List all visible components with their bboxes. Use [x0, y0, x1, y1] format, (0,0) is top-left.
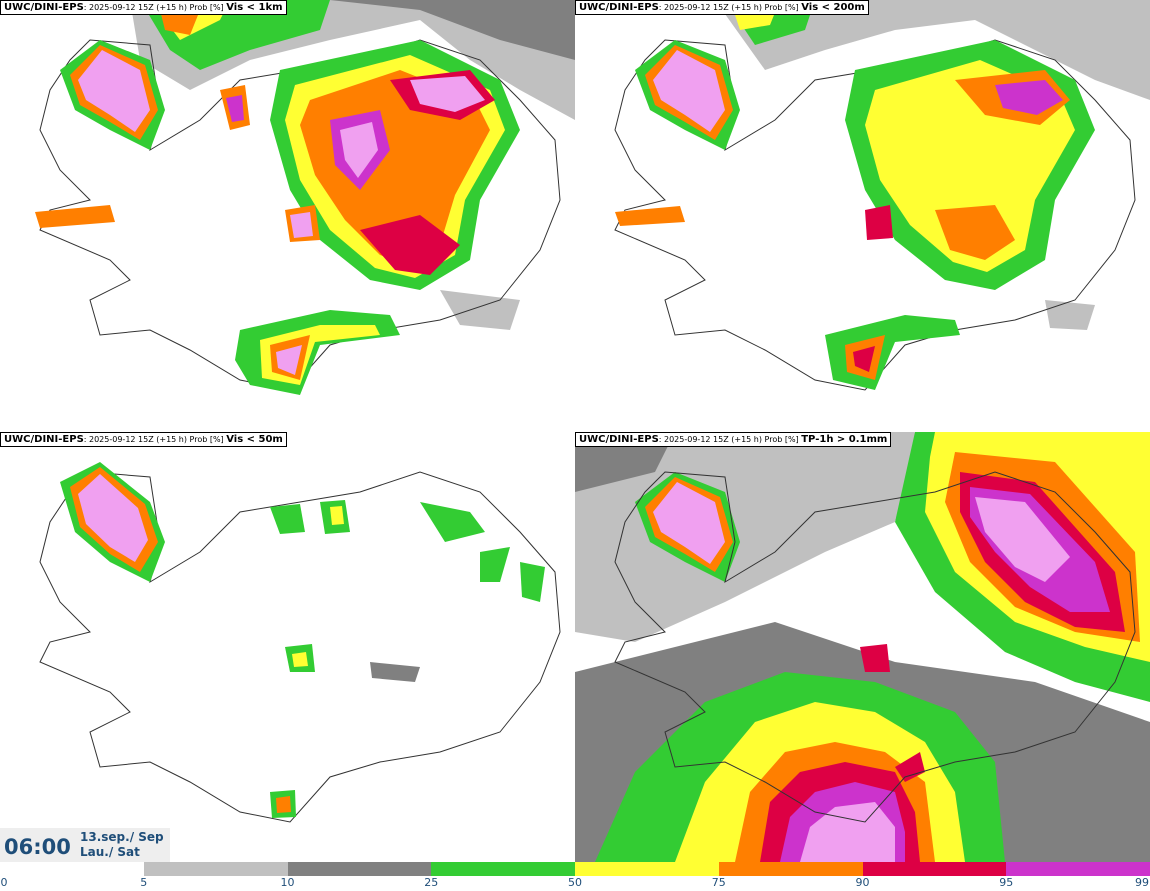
valid-time-box: 06:00 13.sep./ Sep Lau./ Sat — [0, 828, 170, 862]
map-panel-vis-50m: UWC/DINI-EPS: 2025-09-12 15Z (+15 h) Pro… — [0, 432, 575, 862]
colorbar-segment — [143, 862, 288, 876]
probability-map — [614, 0, 1150, 391]
colorbar-segment — [718, 862, 863, 876]
colorbar-segment — [0, 862, 144, 876]
colorbar-tick-label: 90 — [855, 876, 870, 889]
valid-date-text: 13.sep./ Sep — [80, 830, 164, 844]
colorbar-tick-label: 0 — [0, 876, 8, 889]
panel-title: UWC/DINI-EPS: 2025-09-12 15Z (+15 h) Pro… — [575, 432, 892, 447]
probability-map — [575, 432, 1150, 862]
valid-date: 13.sep./ Sep Lau./ Sat — [80, 830, 164, 860]
colorbar-segment — [287, 862, 432, 876]
map-panel-vis-200m: UWC/DINI-EPS: 2025-09-12 15Z (+15 h) Pro… — [575, 0, 1150, 430]
colorbar-tick-label: 10 — [280, 876, 295, 889]
panel-title: UWC/DINI-EPS: 2025-09-12 15Z (+15 h) Pro… — [575, 0, 869, 15]
colorbar-tick-label: 50 — [568, 876, 582, 889]
panel-title: UWC/DINI-EPS: 2025-09-12 15Z (+15 h) Pro… — [0, 0, 287, 15]
colorbar-tick-label: 75 — [711, 876, 726, 889]
colorbar-tick-label: 95 — [999, 876, 1014, 889]
colorbar-segment — [1006, 862, 1150, 876]
panel-title: UWC/DINI-EPS: 2025-09-12 15Z (+15 h) Pro… — [0, 432, 287, 447]
colorbar-segment — [575, 862, 719, 876]
colorbar-tick-label: 25 — [424, 876, 439, 889]
colorbar-segment — [862, 862, 1007, 876]
map-panel-vis-1km: UWC/DINI-EPS: 2025-09-12 15Z (+15 h) Pro… — [0, 0, 575, 430]
probability-map — [35, 0, 575, 395]
colorbar-segment — [431, 862, 575, 876]
colorbar-tick-label: 5 — [140, 876, 148, 889]
map-panel-precip: UWC/DINI-EPS: 2025-09-12 15Z (+15 h) Pro… — [575, 432, 1150, 862]
valid-time: 06:00 — [4, 835, 71, 859]
colorbar-tick-label: 99 — [1135, 876, 1149, 889]
colorbar — [0, 862, 1150, 876]
probability-map — [39, 462, 561, 823]
valid-day-text: Lau./ Sat — [80, 845, 140, 859]
